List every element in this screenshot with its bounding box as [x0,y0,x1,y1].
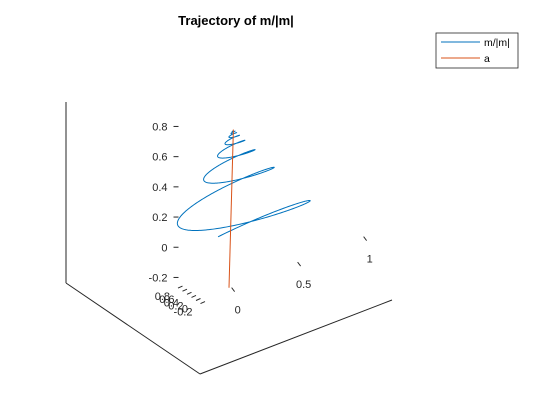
x-tick-label: -0.2 [174,307,193,319]
y-tick-mark [363,236,368,241]
x-tick-label: 0.6 [159,294,174,306]
z-tick-label: 0.2 [152,212,167,224]
z-tick-label: -0.2 [149,272,168,284]
series-line-1 [228,129,234,288]
plot-area [176,129,311,288]
legend-label-a: a [484,53,490,65]
legend-label-m: m/|m| [484,37,510,49]
y-tick-label: 0 [235,305,241,317]
z-tick-label: 0.8 [152,121,167,133]
y-tick-label: 0.5 [296,279,311,291]
x-tick-mark [191,294,197,298]
z-axis-ticks: -0.2 0 0.2 0.4 0.6 0.8 [149,121,179,284]
y-tick-mark [231,287,236,292]
y-tick-mark [297,261,302,267]
axes-box [65,102,393,375]
x-tick-mark [186,291,192,295]
x-tick-mark [182,288,188,292]
legend: m/|m| a [435,32,519,69]
z-tick-label: 0 [161,242,167,254]
z-tick-label: 0.6 [152,152,167,164]
legend-box [435,32,519,69]
chart-title: Trajectory of m/|m| [178,13,294,28]
x-tick-mark [200,301,206,305]
z-tick-label: 0.4 [152,182,167,194]
x-tick-label: 0 [182,304,188,316]
series-line-0 [176,130,311,238]
x-tick-label: 0.8 [155,291,170,303]
x-axis-line [65,282,201,375]
x-tick-label: 0.2 [168,300,183,312]
x-tick-label: 0.4 [164,297,179,309]
x-axis-ticks: -0.200.20.40.60.8 [155,285,206,319]
y-axis-line [199,299,393,375]
x-tick-mark [195,298,201,301]
y-axis-ticks: 00.51 [231,236,373,317]
x-tick-mark [177,285,183,289]
y-tick-label: 1 [367,254,373,266]
